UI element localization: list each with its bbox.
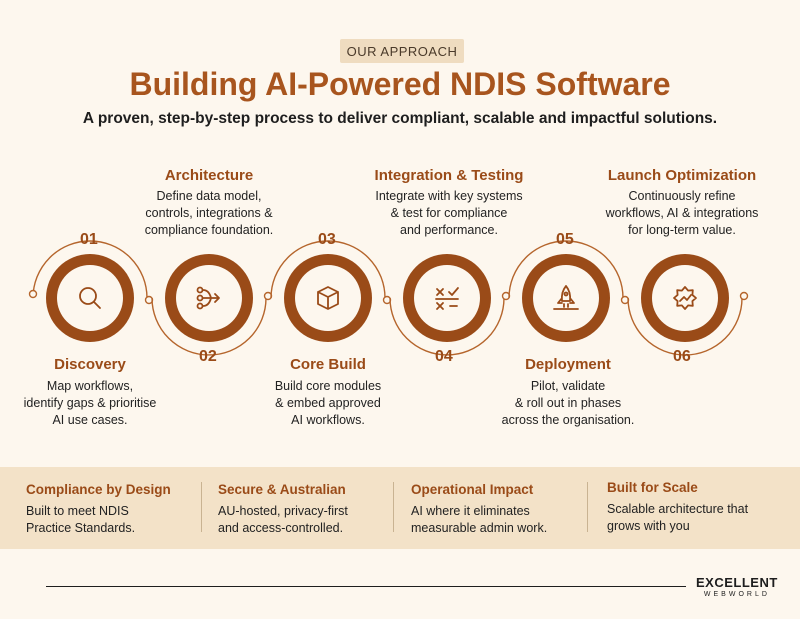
test-checklist-icon xyxy=(435,287,459,310)
step-circle-1 xyxy=(46,254,134,342)
page-subtitle: A proven, step-by-step process to delive… xyxy=(82,110,718,127)
feature-divider xyxy=(393,482,394,532)
step-circle-5 xyxy=(522,254,610,342)
step-number-2: 02 xyxy=(199,348,217,365)
step-desc-5: Pilot, validate & roll out in phases acr… xyxy=(501,379,635,427)
step-number-1: 01 xyxy=(80,231,98,248)
step-circle-2 xyxy=(165,254,253,342)
step-circle-6 xyxy=(641,254,729,342)
step-circle-4 xyxy=(403,254,491,342)
feature-desc: AU-hosted, privacy-first and access-cont… xyxy=(218,504,348,535)
box-icon xyxy=(317,286,339,310)
step-number-4: 04 xyxy=(435,348,453,365)
connector-arc xyxy=(270,240,386,299)
connector-arc xyxy=(627,297,743,356)
connector-arc xyxy=(151,297,267,356)
brand-logo: EXCELLENT WEBWORLD xyxy=(696,575,778,598)
step-desc-2: Define data model, controls, integration… xyxy=(144,189,274,237)
connector-arc xyxy=(508,240,624,299)
feature-divider xyxy=(201,482,202,532)
footer-rule xyxy=(46,586,686,587)
step-circles xyxy=(46,254,729,342)
logo-subtext: WEBWORLD xyxy=(703,591,770,598)
optimization-gear-icon xyxy=(673,286,697,310)
connector-arc xyxy=(32,240,148,299)
feature-secure: Secure & Australian AU-hosted, privacy-f… xyxy=(218,482,403,537)
search-icon xyxy=(79,287,101,309)
feature-desc: AI where it eliminates measurable admin … xyxy=(411,504,548,535)
feature-title: Operational Impact xyxy=(411,482,534,497)
feature-compliance: Compliance by Design Built to meet NDIS … xyxy=(26,482,211,537)
page-title: Building AI-Powered NDIS Software xyxy=(129,66,671,102)
step-desc-6: Continuously refine workflows, AI & inte… xyxy=(605,189,759,237)
step-number-5: 05 xyxy=(556,231,574,248)
step-desc-4: Integrate with key systems & test for co… xyxy=(375,189,523,237)
step-circle-3 xyxy=(284,254,372,342)
step-desc-3: Build core modules & embed approved AI w… xyxy=(274,379,382,427)
step-desc-1: Map workflows, identify gaps & prioritis… xyxy=(23,379,157,427)
step-title-1: Discovery xyxy=(54,356,126,373)
step-title-4: Integration & Testing xyxy=(374,167,524,184)
feature-title: Compliance by Design xyxy=(26,482,171,497)
step-title-3: Core Build xyxy=(290,356,366,373)
section-badge: OUR APPROACH xyxy=(340,39,464,63)
step-title-5: Deployment xyxy=(525,356,611,373)
flow-arrow-icon xyxy=(196,286,220,310)
feature-title: Built for Scale xyxy=(607,480,698,495)
connector-arc xyxy=(389,297,505,356)
step-number-3: 03 xyxy=(318,231,336,248)
inner-disc xyxy=(57,265,123,331)
step-title-6: Launch Optimization xyxy=(607,167,757,184)
connector-node xyxy=(739,291,749,301)
start-node xyxy=(28,289,38,299)
inner-disc xyxy=(533,265,599,331)
feature-impact: Operational Impact AI where it eliminate… xyxy=(411,482,596,537)
step-number-6: 06 xyxy=(673,348,691,365)
logo-wordmark: EXCELLENT xyxy=(696,575,778,590)
feature-title: Secure & Australian xyxy=(218,482,346,497)
feature-divider xyxy=(587,482,588,532)
feature-scale: Built for Scale Scalable architecture th… xyxy=(607,480,792,535)
step-title-2: Architecture xyxy=(164,167,254,184)
features-band xyxy=(0,467,800,549)
connector-arcs xyxy=(28,240,749,356)
feature-desc: Scalable architecture that grows with yo… xyxy=(607,502,749,533)
rocket-icon xyxy=(553,285,579,310)
process-flow xyxy=(28,240,749,356)
feature-desc: Built to meet NDIS Practice Standards. xyxy=(26,504,136,535)
inner-disc xyxy=(414,265,480,331)
